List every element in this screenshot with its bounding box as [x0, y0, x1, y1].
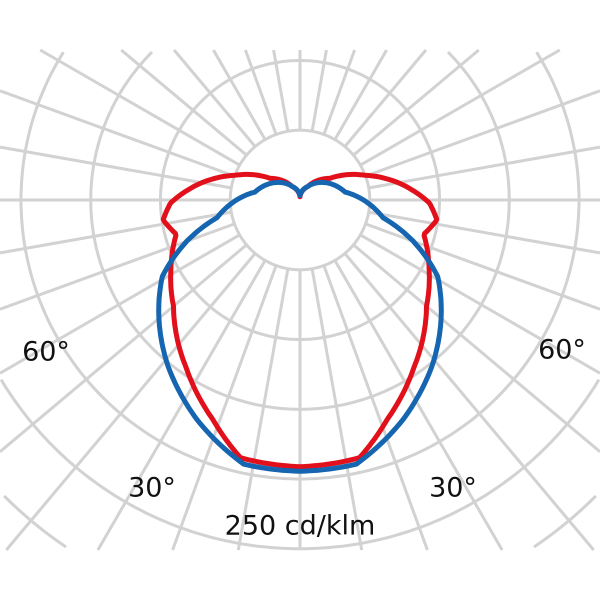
intensity-curve-1 [160, 171, 440, 470]
grid-spoke [0, 233, 241, 375]
grid-spoke [120, 48, 248, 157]
grid-spoke [0, 89, 236, 178]
grid-spoke [236, 268, 290, 551]
grid-spoke [333, 259, 504, 551]
grid-spoke [364, 222, 600, 311]
grid-spoke [172, 49, 257, 148]
grid-ring [89, 50, 511, 411]
grid-spoke [333, 49, 388, 141]
grid-ring [19, 51, 581, 481]
grid-spoke [0, 243, 248, 453]
angle-label-left-60: 60° [22, 336, 70, 368]
angle-label-left-30: 30° [128, 472, 176, 504]
intensity-curves [156, 171, 444, 474]
grid-spoke [352, 48, 480, 157]
grid-spoke [5, 252, 257, 551]
grid-spoke [39, 48, 241, 167]
grid-spoke [0, 222, 236, 311]
grid-spoke [310, 49, 328, 132]
grid-ring [228, 128, 372, 272]
grid-spoke [322, 264, 429, 551]
grid-spoke [96, 259, 267, 551]
grid-spoke [171, 264, 278, 551]
grid-spoke [212, 49, 267, 141]
angle-label-right-60: 60° [538, 334, 586, 366]
grid-spoke [310, 268, 364, 551]
grid-spoke [343, 252, 595, 551]
grid-spoke [322, 49, 357, 136]
grid-spoke [368, 145, 600, 190]
polar-grid [0, 48, 600, 551]
grid-spoke [243, 49, 278, 136]
grid-spoke [352, 243, 600, 453]
angle-label-right-30: 30° [429, 472, 477, 504]
grid-spoke [0, 145, 232, 190]
grid-ring [3, 494, 597, 549]
intensity-curve-2 [156, 179, 444, 474]
grid-spoke [359, 233, 600, 375]
scale-unit-label: 250 cd/klm [224, 510, 376, 542]
grid-spoke [368, 210, 600, 255]
grid-spoke [359, 48, 561, 167]
grid-spoke [0, 210, 232, 255]
grid-spoke [364, 89, 600, 178]
grid-spoke [343, 49, 428, 148]
grid-spoke [272, 49, 290, 132]
